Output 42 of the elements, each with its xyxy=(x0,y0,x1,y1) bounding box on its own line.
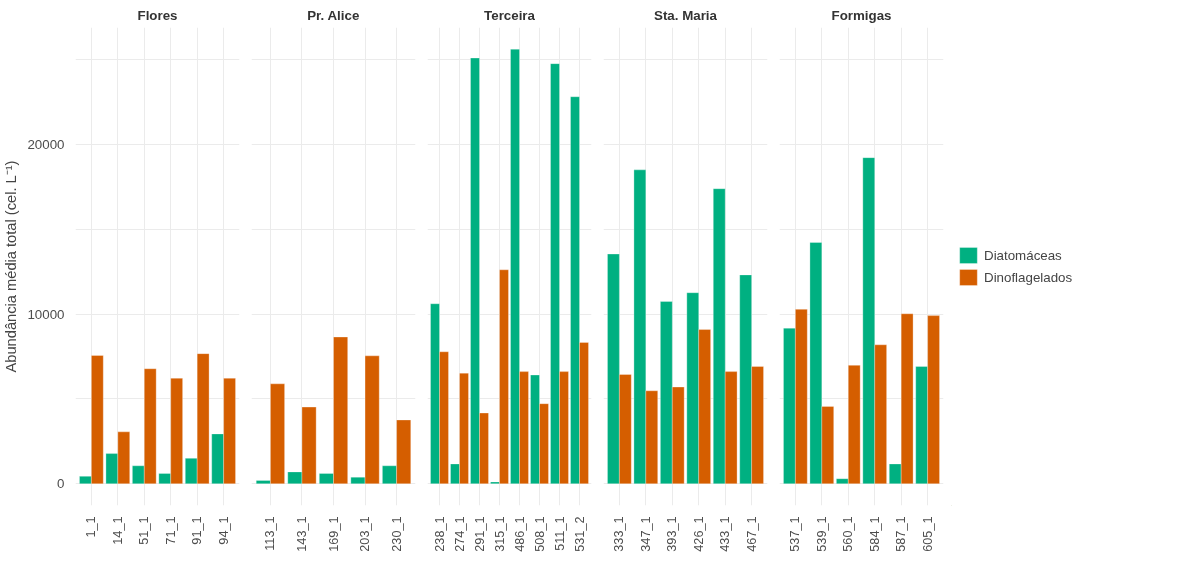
x-tick-label: 71_1 xyxy=(163,516,178,545)
x-tick-label: 315_1 xyxy=(492,516,507,552)
chart-title: Sta. Maria xyxy=(654,7,718,23)
legend-label: Diatomáceas xyxy=(984,247,1062,263)
x-tick-label: 169_1 xyxy=(326,516,341,552)
x-tick-label: 508_1 xyxy=(532,516,547,552)
x-tick-label: 333_1 xyxy=(612,516,627,552)
x-tick-label: 426_1 xyxy=(691,516,706,552)
x-tick-label: 537_1 xyxy=(788,516,803,552)
x-tick-label: 230_1 xyxy=(389,516,404,552)
chart-title: Terceira xyxy=(484,7,536,23)
y-axis-title: Abundância média total (cel. L⁻¹) xyxy=(3,160,20,373)
x-tick-label: 393_1 xyxy=(665,516,680,552)
y-tick-label: 10000 xyxy=(27,306,65,322)
x-tick-label: 238_1 xyxy=(432,516,447,552)
x-tick-label: 274_1 xyxy=(452,516,467,552)
y-tick-label: 0 xyxy=(57,476,65,492)
x-tick-label: 143_1 xyxy=(294,516,309,552)
chart-title: Flores xyxy=(137,7,178,23)
x-tick-label: 14_1 xyxy=(110,516,125,545)
x-tick-label: 94_1 xyxy=(216,516,231,545)
x-tick-label: 587_1 xyxy=(894,516,909,552)
x-tick-label: 486_1 xyxy=(512,516,527,552)
chart-title: Formigas xyxy=(831,7,892,23)
x-tick-label: 539_1 xyxy=(814,516,829,552)
x-tick-label: 91_1 xyxy=(190,516,205,545)
x-tick-label: 1_1 xyxy=(84,516,99,538)
x-tick-label: 467_1 xyxy=(744,516,759,552)
x-tick-label: 605_1 xyxy=(920,516,935,552)
y-tick-label: 20000 xyxy=(27,136,65,152)
x-tick-label: 291_1 xyxy=(472,516,487,552)
legend-label: Dinoflagelados xyxy=(984,269,1073,285)
x-tick-label: 584_1 xyxy=(867,516,882,552)
x-tick-label: 531_2 xyxy=(572,516,587,552)
x-tick-label: 560_1 xyxy=(841,516,856,552)
x-tick-label: 113_1 xyxy=(263,516,278,551)
x-tick-label: 511_1 xyxy=(552,516,567,551)
x-tick-label: 51_1 xyxy=(137,516,152,545)
x-tick-label: 203_1 xyxy=(358,516,373,552)
chart-title: Pr. Alice xyxy=(307,7,360,23)
x-tick-label: 433_1 xyxy=(718,516,733,552)
x-tick-label: 347_1 xyxy=(638,516,653,552)
